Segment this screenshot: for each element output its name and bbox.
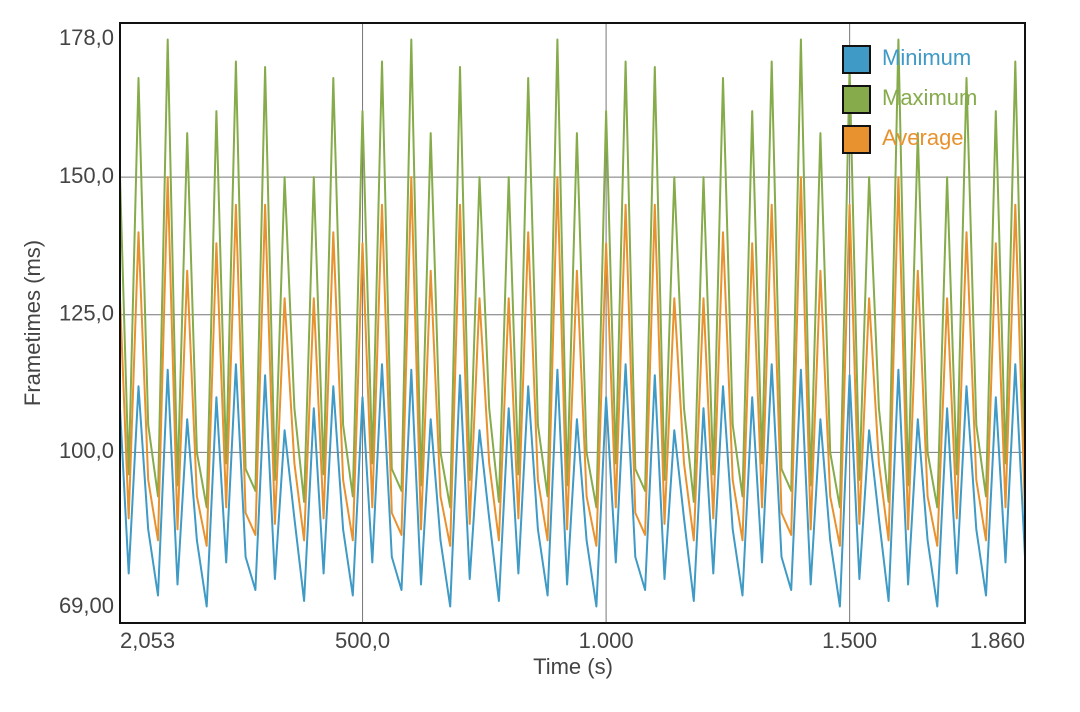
plot-frame — [119, 22, 1026, 624]
y-tick-label: 178,0 — [59, 25, 114, 50]
x-tick-label: 2,053 — [120, 628, 175, 653]
series-line — [119, 176, 1026, 547]
y-tick-label: 69,00 — [59, 593, 114, 618]
series-line — [119, 38, 1026, 509]
series-line — [119, 363, 1026, 608]
y-tick-label: 125,0 — [59, 301, 114, 326]
legend-swatch — [842, 85, 871, 114]
x-tick-label: 1.500 — [822, 628, 877, 653]
legend-label: Minimum — [882, 45, 971, 70]
x-tick-label: 500,0 — [335, 628, 390, 653]
legend-label: Average — [882, 125, 964, 150]
legend-swatch — [842, 45, 871, 74]
y-tick-label: 100,0 — [59, 438, 114, 463]
y-axis-label: Frametimes (ms) — [20, 240, 45, 406]
x-tick-label: 1.000 — [579, 628, 634, 653]
x-axis-label: Time (s) — [533, 654, 613, 679]
x-tick-label: 1.860 — [970, 628, 1025, 653]
legend-label: Maximum — [882, 85, 977, 110]
legend-swatch — [842, 125, 871, 154]
y-tick-label: 150,0 — [59, 163, 114, 188]
